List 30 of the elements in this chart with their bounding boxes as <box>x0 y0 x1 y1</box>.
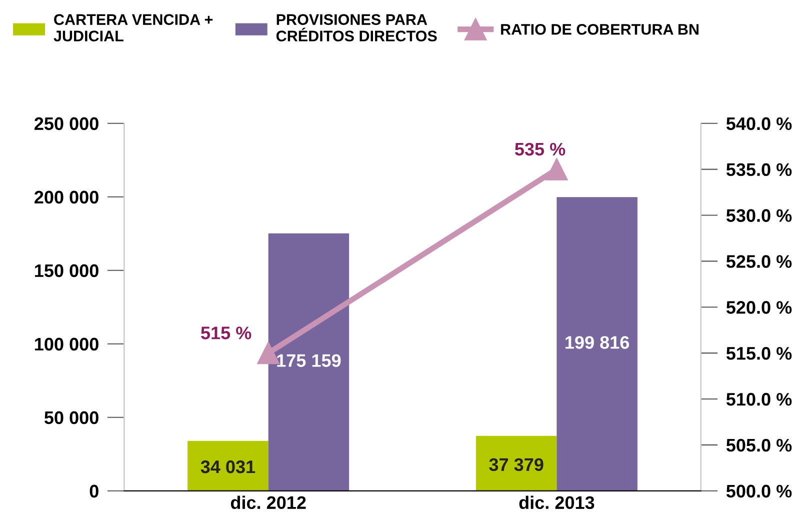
y2-tick-label: 535.0 % <box>726 163 792 176</box>
legend-label: PROVISIONES PARA CRÉDITOS DIRECTOS <box>276 14 437 42</box>
data-label: 199 816 <box>566 336 630 349</box>
data-label: 175 159 <box>277 354 341 367</box>
data-label: 515 % <box>201 326 252 340</box>
y-tick-label: 100 000 <box>35 338 98 351</box>
bar <box>268 233 350 491</box>
y-tick-label: 200 000 <box>34 190 98 204</box>
y-tick-label: 50 000 <box>44 411 98 424</box>
legend-label: RATIO DE COBERTURA BN <box>501 24 698 35</box>
x-tick-label: dic. 2012 <box>230 496 306 509</box>
y2-tick-label: 540.0 % <box>726 117 792 130</box>
y2-tick-label: 500.0 % <box>726 484 792 498</box>
bar <box>476 436 557 491</box>
x-tick-label: dic. 2013 <box>519 496 594 510</box>
data-label: 34 031 <box>200 460 256 474</box>
y2-tick-label: 525.0 % <box>726 255 792 268</box>
bar <box>556 197 638 491</box>
data-label: 37 379 <box>489 458 544 472</box>
y-tick-label: 150 000 <box>35 264 98 278</box>
y2-tick-label: 520.0 % <box>726 301 792 314</box>
y-tick-label: 0 <box>90 484 98 498</box>
y2-tick-label: 505.0 % <box>726 438 792 452</box>
y2-tick-label: 510.0 % <box>726 392 792 406</box>
y2-tick-label: 530.0 % <box>726 209 792 222</box>
y-tick-label: 250 000 <box>34 117 98 130</box>
bar <box>188 440 268 491</box>
data-label: 535 % <box>514 142 566 156</box>
legend-label: CARTERA VENCIDA + JUDICIAL <box>54 14 213 42</box>
y2-tick-label: 515.0 % <box>726 346 792 360</box>
